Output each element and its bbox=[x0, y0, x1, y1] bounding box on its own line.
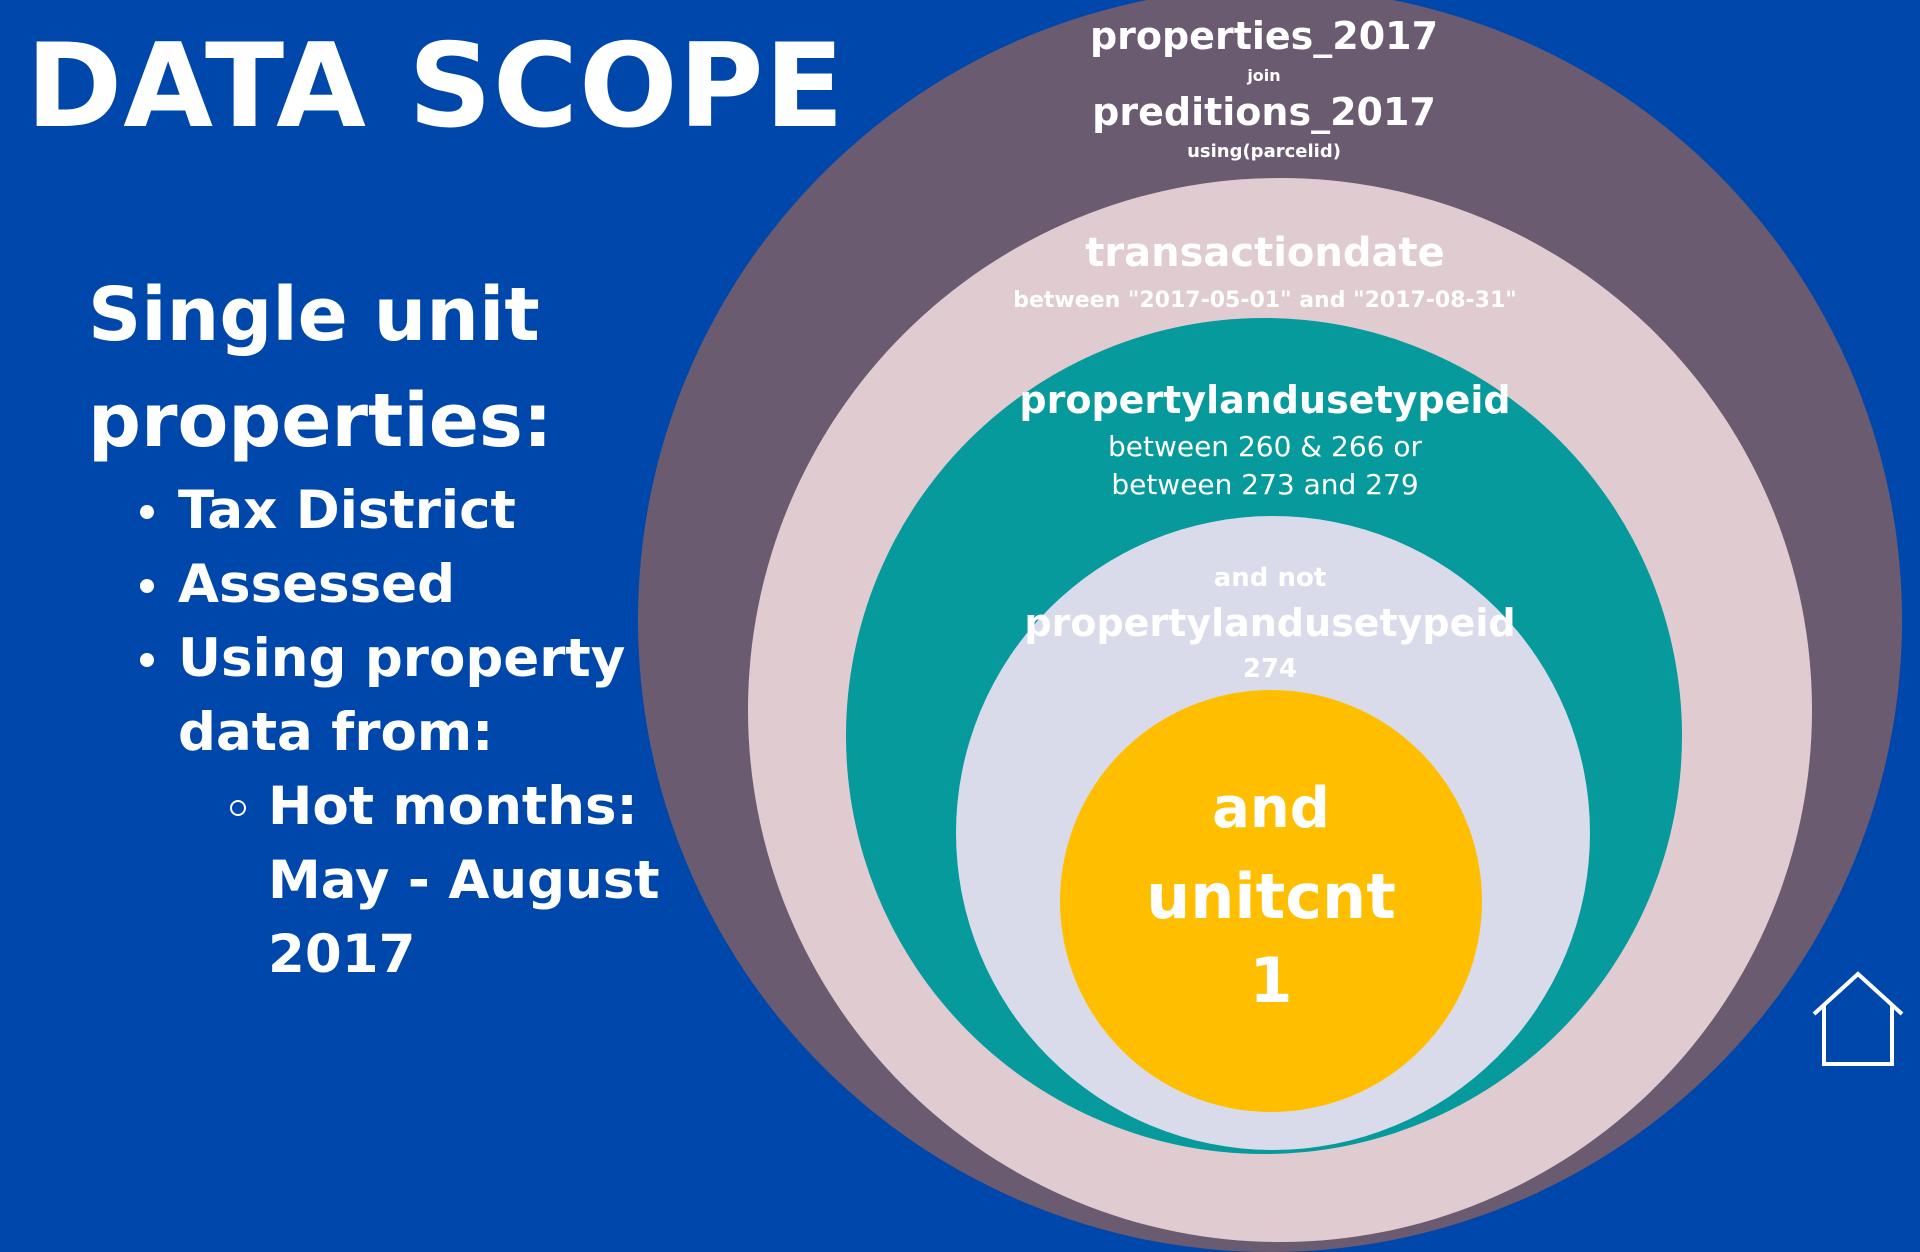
landuse-condition-line2: between 273 and 279 bbox=[1111, 468, 1419, 501]
sub-bullet-months-cont: May - August bbox=[88, 844, 708, 918]
sub-bullet-hot-months: Hot months: bbox=[88, 770, 708, 844]
core-unitcnt: unitcnt bbox=[1146, 860, 1396, 933]
scope-description: Single unit properties: Tax District Ass… bbox=[88, 262, 708, 992]
exclusion-value: 274 bbox=[1242, 654, 1298, 684]
transactiondate-field: transactiondate bbox=[1085, 230, 1445, 276]
bullet-tax-district-cont: Assessed bbox=[88, 548, 708, 622]
core-and: and bbox=[1212, 776, 1330, 841]
sub-bullet-year-cont: 2017 bbox=[88, 918, 708, 992]
outer-table-1: properties_2017 bbox=[1089, 14, 1439, 58]
bullet-tax-district: Tax District bbox=[88, 474, 708, 548]
bullet-continuation: data from: bbox=[178, 702, 494, 763]
exclusion-field: propertylandusetypeid bbox=[1024, 601, 1516, 645]
bullet-continuation: May - August bbox=[268, 850, 660, 911]
bullet-continuation: 2017 bbox=[268, 924, 416, 985]
landuse-condition-line1: between 260 & 266 or bbox=[1107, 430, 1423, 463]
outer-using-clause: using(parcelid) bbox=[1187, 141, 1341, 162]
bullet-using-property-cont: data from: bbox=[88, 696, 708, 770]
scope-bullet-list: Tax District Assessed Using property dat… bbox=[88, 474, 708, 992]
ring-core-unitcnt bbox=[1060, 690, 1482, 1112]
transactiondate-condition: between "2017-05-01" and "2017-08-31" bbox=[1013, 288, 1517, 313]
landuse-field: propertylandusetypeid bbox=[1019, 378, 1511, 422]
bullet-continuation: Assessed bbox=[178, 554, 456, 615]
outer-join-keyword: join bbox=[1247, 66, 1281, 85]
scope-heading-line1: Single unit bbox=[88, 272, 540, 358]
bullet-using-property: Using property bbox=[88, 622, 708, 696]
home-icon bbox=[1812, 971, 1904, 1066]
scope-heading-line2: properties: bbox=[88, 378, 553, 464]
outer-table-2: preditions_2017 bbox=[1092, 90, 1436, 134]
page-title: DATA SCOPE bbox=[26, 19, 845, 154]
core-value: 1 bbox=[1249, 944, 1293, 1017]
exclusion-prefix: and not bbox=[1213, 563, 1327, 593]
